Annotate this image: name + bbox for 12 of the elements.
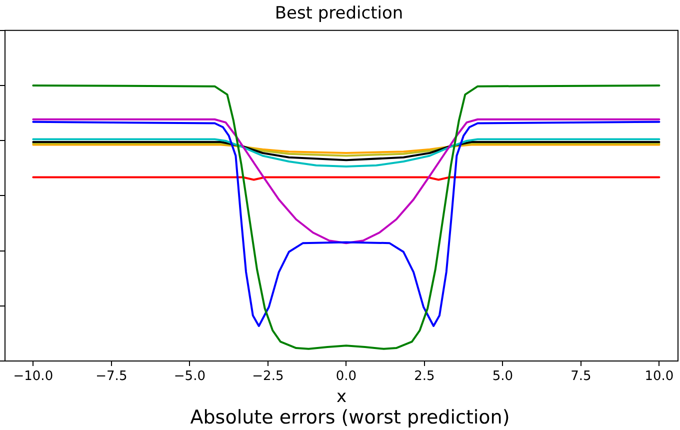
x-axis-title: x [336, 387, 347, 408]
x-tick-label: 10.0 [644, 369, 674, 384]
x-tick-label: 5.0 [492, 369, 514, 384]
x-tick-label: −2.5 [252, 369, 284, 384]
x-tick-label: −5.0 [174, 369, 206, 384]
text: Absolute errors (worst prediction) [190, 406, 510, 428]
x-tick-label: 2.5 [414, 369, 435, 384]
x-tick-label: 0.0 [336, 369, 357, 384]
chart-title: Best prediction [274, 4, 404, 24]
x-tick-label: 7.5 [570, 369, 592, 384]
x-tick-label: −10.0 [13, 369, 54, 384]
x-tick-label: −7.5 [96, 369, 128, 384]
